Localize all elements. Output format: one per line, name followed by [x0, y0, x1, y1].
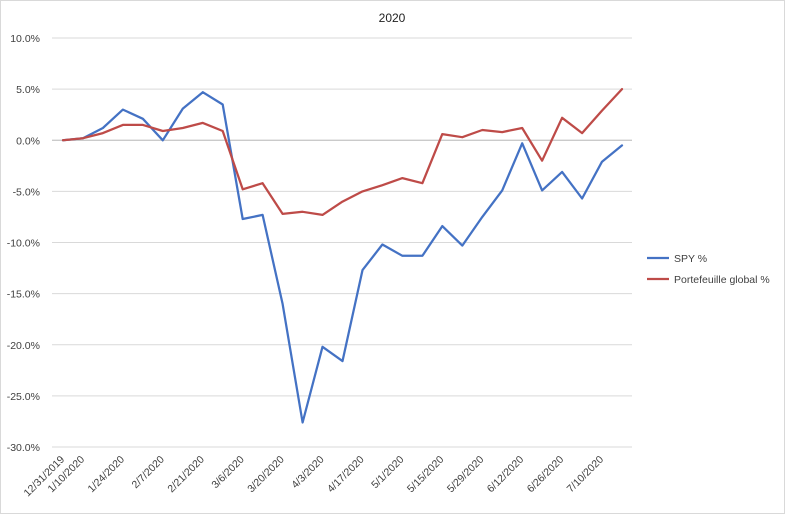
chart-title: 2020	[379, 11, 406, 25]
series-lines	[61, 87, 624, 424]
y-tick-label: 10.0%	[10, 33, 40, 45]
x-tick-label: 2/7/2020	[130, 454, 167, 491]
y-tick-label: 5.0%	[16, 84, 40, 96]
x-tick-label: 4/17/2020	[325, 454, 367, 496]
x-tick-label: 1/24/2020	[85, 454, 127, 496]
gridlines	[52, 37, 632, 448]
x-tick-label: 5/1/2020	[369, 454, 406, 491]
x-tick-label: 5/29/2020	[445, 454, 487, 496]
legend: SPY % Portefeuille global %	[647, 253, 770, 286]
y-tick-label: -20.0%	[7, 340, 40, 352]
series-line-0	[61, 91, 624, 424]
y-tick-label: -30.0%	[7, 442, 40, 454]
x-tick-label: 7/10/2020	[565, 454, 607, 496]
x-tick-label: 4/3/2020	[289, 454, 326, 491]
legend-label: Portefeuille global %	[674, 274, 770, 286]
legend-label: SPY %	[674, 253, 707, 265]
y-tick-label: -5.0%	[13, 186, 40, 198]
x-tick-label: 2/21/2020	[165, 454, 207, 496]
y-tick-label: -10.0%	[7, 238, 40, 250]
y-tick-label: 0.0%	[16, 135, 40, 147]
x-tick-label: 6/26/2020	[525, 454, 567, 496]
x-tick-label: 3/20/2020	[245, 454, 287, 496]
x-tick-label: 6/12/2020	[485, 454, 527, 496]
series-line-1	[61, 87, 624, 217]
x-tick-label: 5/15/2020	[405, 454, 447, 496]
y-tick-label: -25.0%	[7, 391, 40, 403]
x-tick-label: 3/6/2020	[209, 454, 246, 491]
y-tick-label: -15.0%	[7, 289, 40, 301]
y-axis-tick-labels: 10.0% 5.0% 0.0% -5.0% -10.0% -15.0% -20.0% -25.…	[7, 33, 40, 454]
